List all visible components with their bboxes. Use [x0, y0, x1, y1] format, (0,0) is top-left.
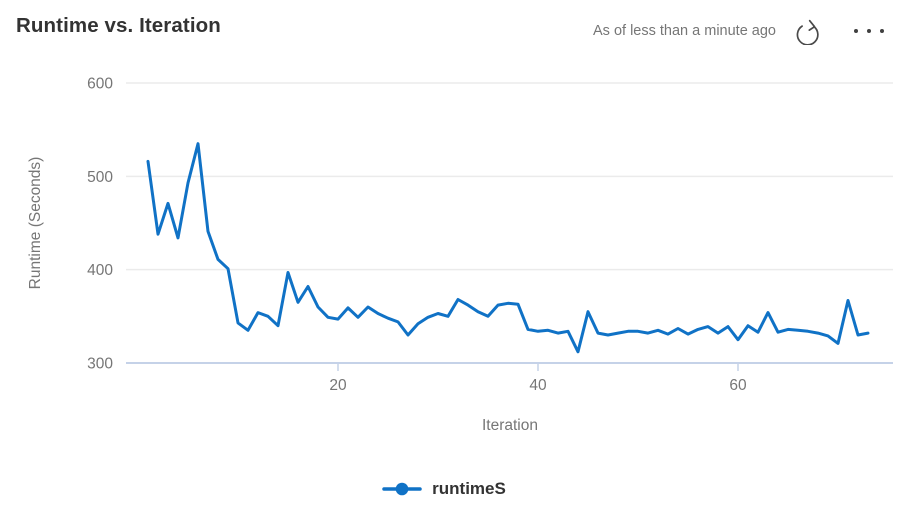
gridlines	[126, 82, 893, 271]
svg-text:60: 60	[729, 377, 747, 394]
freshness-text: As of less than a minute ago	[593, 23, 776, 39]
chart-title: Runtime vs. Iteration	[16, 14, 221, 37]
series-line-runtimeS	[146, 142, 870, 354]
svg-text:20: 20	[329, 377, 347, 394]
chart-header-actions: As of less than a minute ago	[593, 16, 890, 46]
chart-plot-area[interactable]: 300 400 500 600 20 40 60 Runtime (Seconds) It…	[0, 0, 914, 460]
svg-text:300: 300	[87, 356, 113, 373]
y-axis-tick-labels: 300 400 500 600	[87, 76, 113, 373]
ellipsis-icon	[854, 29, 884, 33]
refresh-button[interactable]	[792, 15, 822, 47]
svg-text:600: 600	[87, 76, 113, 93]
chart-legend: runtimeS	[0, 474, 914, 504]
legend-item-runtimeS[interactable]: runtimeS	[382, 479, 506, 499]
svg-text:500: 500	[87, 169, 113, 186]
more-options-button[interactable]	[850, 24, 890, 38]
legend-label: runtimeS	[432, 479, 506, 498]
y-axis-title: Runtime (Seconds)	[27, 157, 44, 290]
svg-text:40: 40	[529, 377, 547, 394]
svg-text:400: 400	[87, 262, 113, 279]
line-chart-canvas: 300 400 500 600 20 40 60 Runtime (Seconds) It…	[27, 76, 893, 434]
refresh-icon	[796, 19, 819, 45]
legend-marker-line-circle-icon	[382, 482, 422, 496]
x-axis-title: Iteration	[482, 417, 538, 434]
x-axis-tick-marks	[337, 363, 739, 371]
x-axis-tick-labels: 20 40 60	[329, 377, 747, 394]
